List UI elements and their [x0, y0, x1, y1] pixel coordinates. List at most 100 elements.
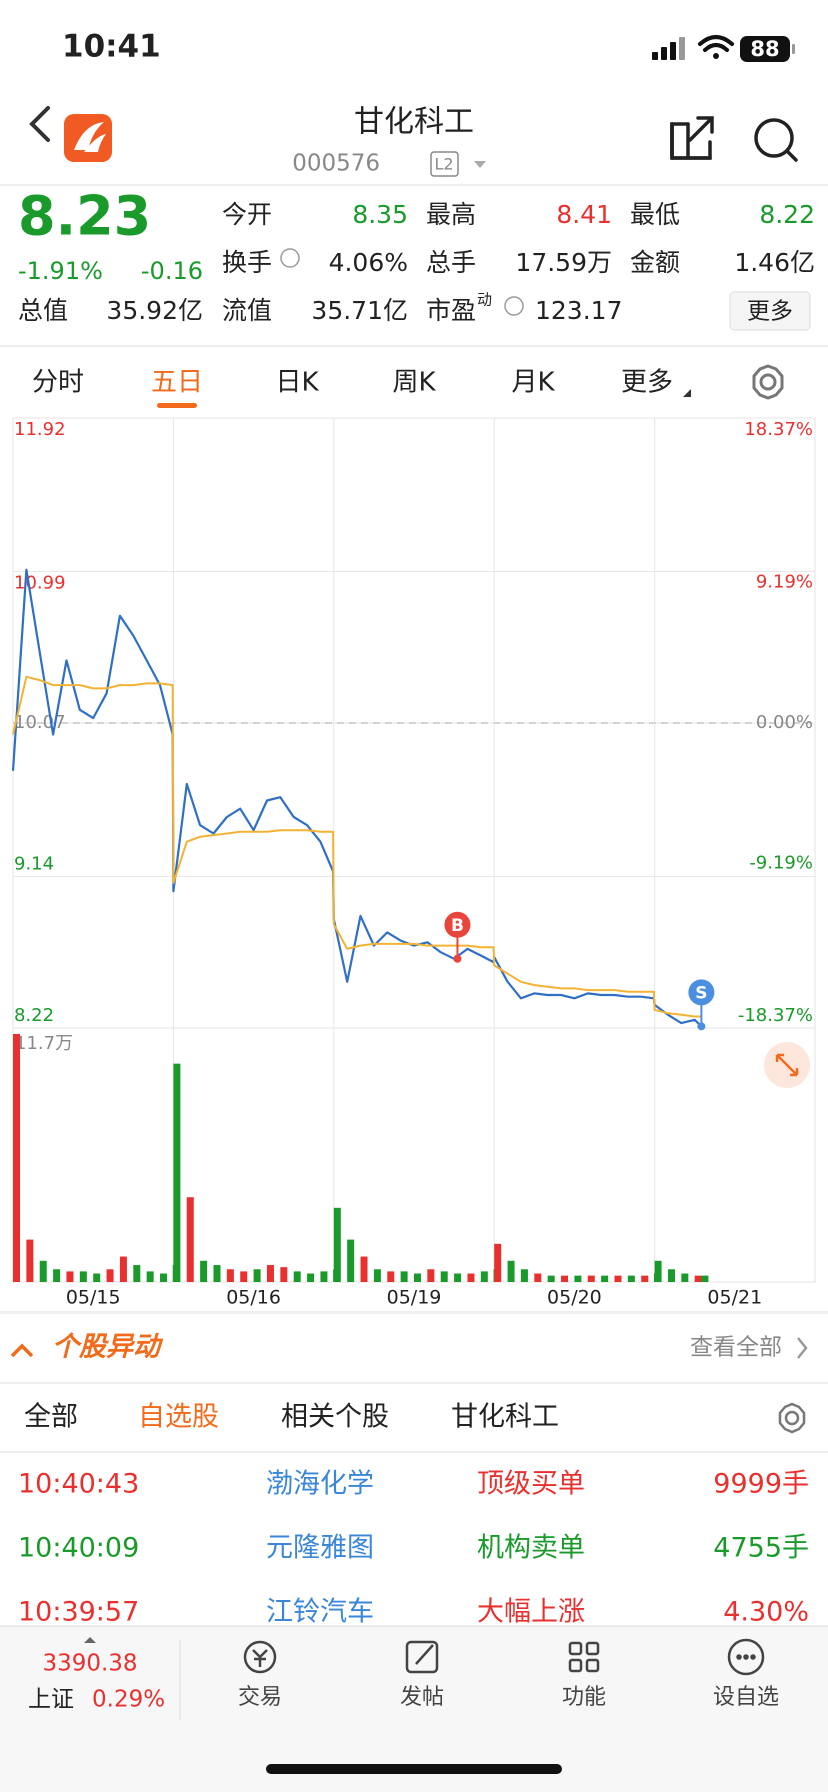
battery-tip — [792, 44, 795, 54]
tab[interactable]: 周K — [392, 368, 436, 398]
index-change[interactable]: 0.29% — [92, 1687, 165, 1713]
watchlist-icon[interactable] — [727, 1638, 765, 1676]
price-line — [12, 675, 702, 1018]
info-icon[interactable] — [504, 296, 524, 316]
volume-bar — [53, 1269, 61, 1282]
trade-icon[interactable] — [243, 1640, 277, 1674]
info-icon[interactable] — [280, 248, 300, 268]
app-logo — [64, 114, 112, 162]
row-event[interactable]: 顶级买单 — [477, 1469, 585, 1500]
row-amount[interactable]: 4.30% — [723, 1597, 809, 1628]
tab[interactable]: 日K — [275, 368, 319, 398]
stat-label: 总值 — [18, 296, 68, 325]
collapse-icon[interactable] — [10, 1343, 34, 1358]
volume-max-label: 11.7万 — [15, 1033, 73, 1054]
wifi-icon — [698, 35, 734, 59]
more-label[interactable]: 更多 — [747, 299, 793, 325]
activity-tab[interactable]: 全部 — [24, 1402, 78, 1433]
post-icon[interactable] — [405, 1640, 439, 1674]
row-amount[interactable]: 9999手 — [713, 1469, 809, 1500]
nav-label[interactable]: 设自选 — [713, 1685, 779, 1710]
volume-bar — [79, 1271, 87, 1282]
marker-point — [697, 1022, 706, 1031]
stat-label-sup: 动 — [477, 291, 492, 309]
stat-label: 市盈 — [426, 296, 476, 325]
row-event[interactable]: 大幅上涨 — [477, 1597, 585, 1628]
y2-tick-label: -18.37% — [738, 1005, 813, 1026]
volume-bar — [701, 1275, 709, 1282]
tab[interactable]: 更多 — [621, 368, 673, 398]
search-button[interactable] — [754, 118, 798, 162]
change: -0.16 — [141, 257, 203, 285]
volume-bar — [373, 1269, 381, 1282]
x-tick-label: 05/20 — [547, 1287, 602, 1309]
stat-value: 17.59万 — [515, 248, 612, 277]
status-time: 10:41 — [62, 29, 161, 65]
volume-bar — [520, 1269, 528, 1282]
battery-level: 88 — [750, 37, 779, 61]
chart: 8.229.1410.0710.9911.92-18.37%-9.19%0.00… — [11, 417, 816, 1309]
level-dropdown[interactable] — [474, 161, 486, 168]
volume-bar — [494, 1243, 502, 1282]
y-tick-label: 9.14 — [14, 853, 54, 874]
activity-tab[interactable]: 甘化科工 — [451, 1402, 559, 1433]
volume-bar — [641, 1275, 649, 1282]
index-value[interactable]: 3390.38 — [42, 1651, 137, 1677]
volume-bar — [253, 1269, 261, 1282]
share-button[interactable] — [670, 116, 714, 160]
expand-button[interactable] — [764, 1042, 810, 1088]
volume-bar — [213, 1265, 221, 1282]
marker-badge — [444, 911, 471, 938]
tab[interactable]: 五日 — [151, 368, 203, 398]
function-icon[interactable] — [568, 1641, 600, 1673]
tab[interactable]: 分时 — [32, 368, 84, 398]
stat-label: 最高 — [426, 200, 476, 229]
x-tick-label: 05/16 — [226, 1287, 281, 1309]
activity-tab[interactable]: 自选股 — [138, 1402, 219, 1433]
stat-label: 换手 — [222, 248, 272, 277]
volume-bar — [133, 1265, 141, 1282]
row-event[interactable]: 机构卖单 — [477, 1533, 585, 1564]
chart-tabs: 分时 五日 日K 周K 月K 更多 — [32, 368, 691, 408]
row-time[interactable]: 10:40:43 — [18, 1469, 139, 1500]
y2-tick-label: 18.37% — [744, 419, 813, 440]
volume-bar — [360, 1256, 368, 1282]
volume-bar — [173, 1063, 181, 1282]
index-name[interactable]: 上证 — [28, 1687, 74, 1713]
marker-point — [453, 954, 462, 963]
row-stock[interactable]: 渤海化学 — [266, 1469, 374, 1500]
tab[interactable]: 月K — [511, 368, 555, 398]
row-stock[interactable]: 元隆雅图 — [266, 1533, 374, 1564]
volume-bar — [226, 1269, 234, 1282]
back-button[interactable] — [29, 106, 50, 142]
nav-label[interactable]: 发帖 — [400, 1685, 444, 1710]
volume-bar — [266, 1265, 274, 1282]
volume-bar — [26, 1239, 34, 1282]
volume-bar — [387, 1271, 395, 1282]
row-time[interactable]: 10:39:57 — [18, 1597, 139, 1628]
more-button[interactable] — [729, 291, 811, 331]
view-all[interactable]: 查看全部 — [690, 1335, 782, 1361]
row-stock[interactable]: 江铃汽车 — [266, 1597, 374, 1628]
volume-bar — [280, 1267, 288, 1282]
activity-settings[interactable] — [778, 1402, 806, 1434]
activity-tab[interactable]: 相关个股 — [281, 1402, 389, 1433]
row-time[interactable]: 10:40:09 — [18, 1533, 139, 1564]
marker-badge — [688, 979, 715, 1006]
y-tick-label: 10.99 — [14, 572, 66, 593]
settings-button[interactable] — [752, 364, 784, 400]
volume-bar — [293, 1271, 301, 1282]
volume-bar — [467, 1273, 475, 1282]
stat-value: 4.06% — [329, 248, 408, 277]
row-amount[interactable]: 4755手 — [713, 1533, 809, 1564]
nav-label[interactable]: 交易 — [238, 1685, 282, 1710]
stat-value: 35.71亿 — [311, 296, 408, 325]
nav-items: 交易 发帖 功能 设自选 — [238, 1685, 779, 1710]
volume-bar — [119, 1256, 127, 1282]
nav-label[interactable]: 功能 — [562, 1685, 606, 1710]
section-title: 个股异动 — [52, 1332, 164, 1363]
chevron[interactable] — [797, 1337, 808, 1359]
stat-label: 金额 — [630, 248, 680, 277]
y-tick-label: 11.92 — [14, 419, 66, 440]
